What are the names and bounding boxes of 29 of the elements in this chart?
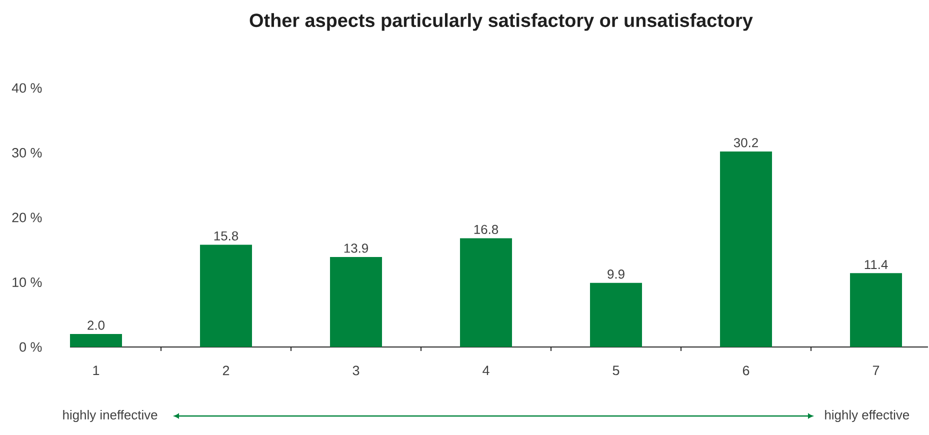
chart-title: Other aspects particularly satisfactory or unsatisfactory <box>250 13 753 31</box>
x-tick-label: 6 <box>742 366 750 376</box>
y-tick-label: 30 % <box>12 148 42 158</box>
data-label: 15.8 <box>214 231 238 240</box>
data-label: 9.9 <box>608 270 624 279</box>
text: highly ineffective <box>63 410 158 422</box>
bar <box>590 282 642 347</box>
text: highly effective <box>825 410 910 422</box>
bar <box>460 238 512 347</box>
data-label: 11.4 <box>864 260 888 269</box>
bar <box>70 334 122 347</box>
bar <box>330 256 382 347</box>
y-tick-label: 0 % <box>20 342 42 352</box>
bar <box>200 244 252 347</box>
x-tick-label: 2 <box>222 366 230 376</box>
x-tick-label: 7 <box>872 366 880 376</box>
bar <box>850 273 902 347</box>
y-tick-label: 10 % <box>12 277 42 288</box>
data-label: 30.2 <box>734 138 758 148</box>
y-tick-label: 20 % <box>12 212 42 222</box>
x-tick-label: 5 <box>612 366 620 376</box>
data-label: 13.9 <box>344 244 368 253</box>
x-tick-label: 1 <box>93 366 100 376</box>
bar <box>720 151 772 347</box>
x-tick-label: 4 <box>482 366 490 376</box>
data-label: 16.8 <box>474 224 498 234</box>
data-label: 2.0 <box>88 320 105 330</box>
y-tick-label: 40 % <box>12 83 42 93</box>
x-tick-label: 3 <box>352 366 360 376</box>
